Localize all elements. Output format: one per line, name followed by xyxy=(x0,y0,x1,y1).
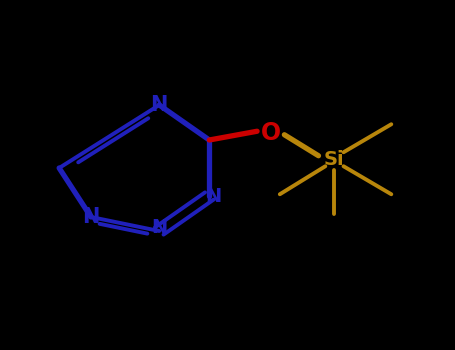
Text: N: N xyxy=(206,187,222,205)
Text: N: N xyxy=(151,218,167,237)
Text: Si: Si xyxy=(324,150,345,169)
Text: N: N xyxy=(82,207,100,227)
Text: N: N xyxy=(151,95,168,115)
Text: O: O xyxy=(261,121,281,145)
